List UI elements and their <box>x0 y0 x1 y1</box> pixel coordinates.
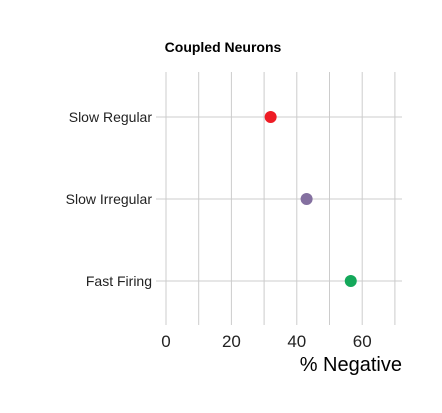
category-label: Slow Regular <box>69 109 153 125</box>
tick-label-layer: 0 20 40 60 <box>161 332 371 351</box>
x-tick-label: 20 <box>222 332 241 351</box>
data-point <box>264 111 277 123</box>
x-tick-label: 0 <box>161 332 170 351</box>
x-tick-label: 40 <box>287 332 306 351</box>
data-point <box>344 275 357 287</box>
category-label: Slow Irregular <box>66 191 153 207</box>
x-tick-label: 60 <box>353 332 372 351</box>
data-point <box>300 193 313 205</box>
category-label-layer: Slow Regular Slow Irregular Fast Firing <box>66 109 153 289</box>
grid-layer <box>156 72 402 325</box>
data-point-layer <box>264 111 357 287</box>
x-axis-title: % Negative <box>300 354 402 376</box>
chart-title: Coupled Neurons <box>165 39 282 55</box>
category-label: Fast Firing <box>86 273 152 289</box>
